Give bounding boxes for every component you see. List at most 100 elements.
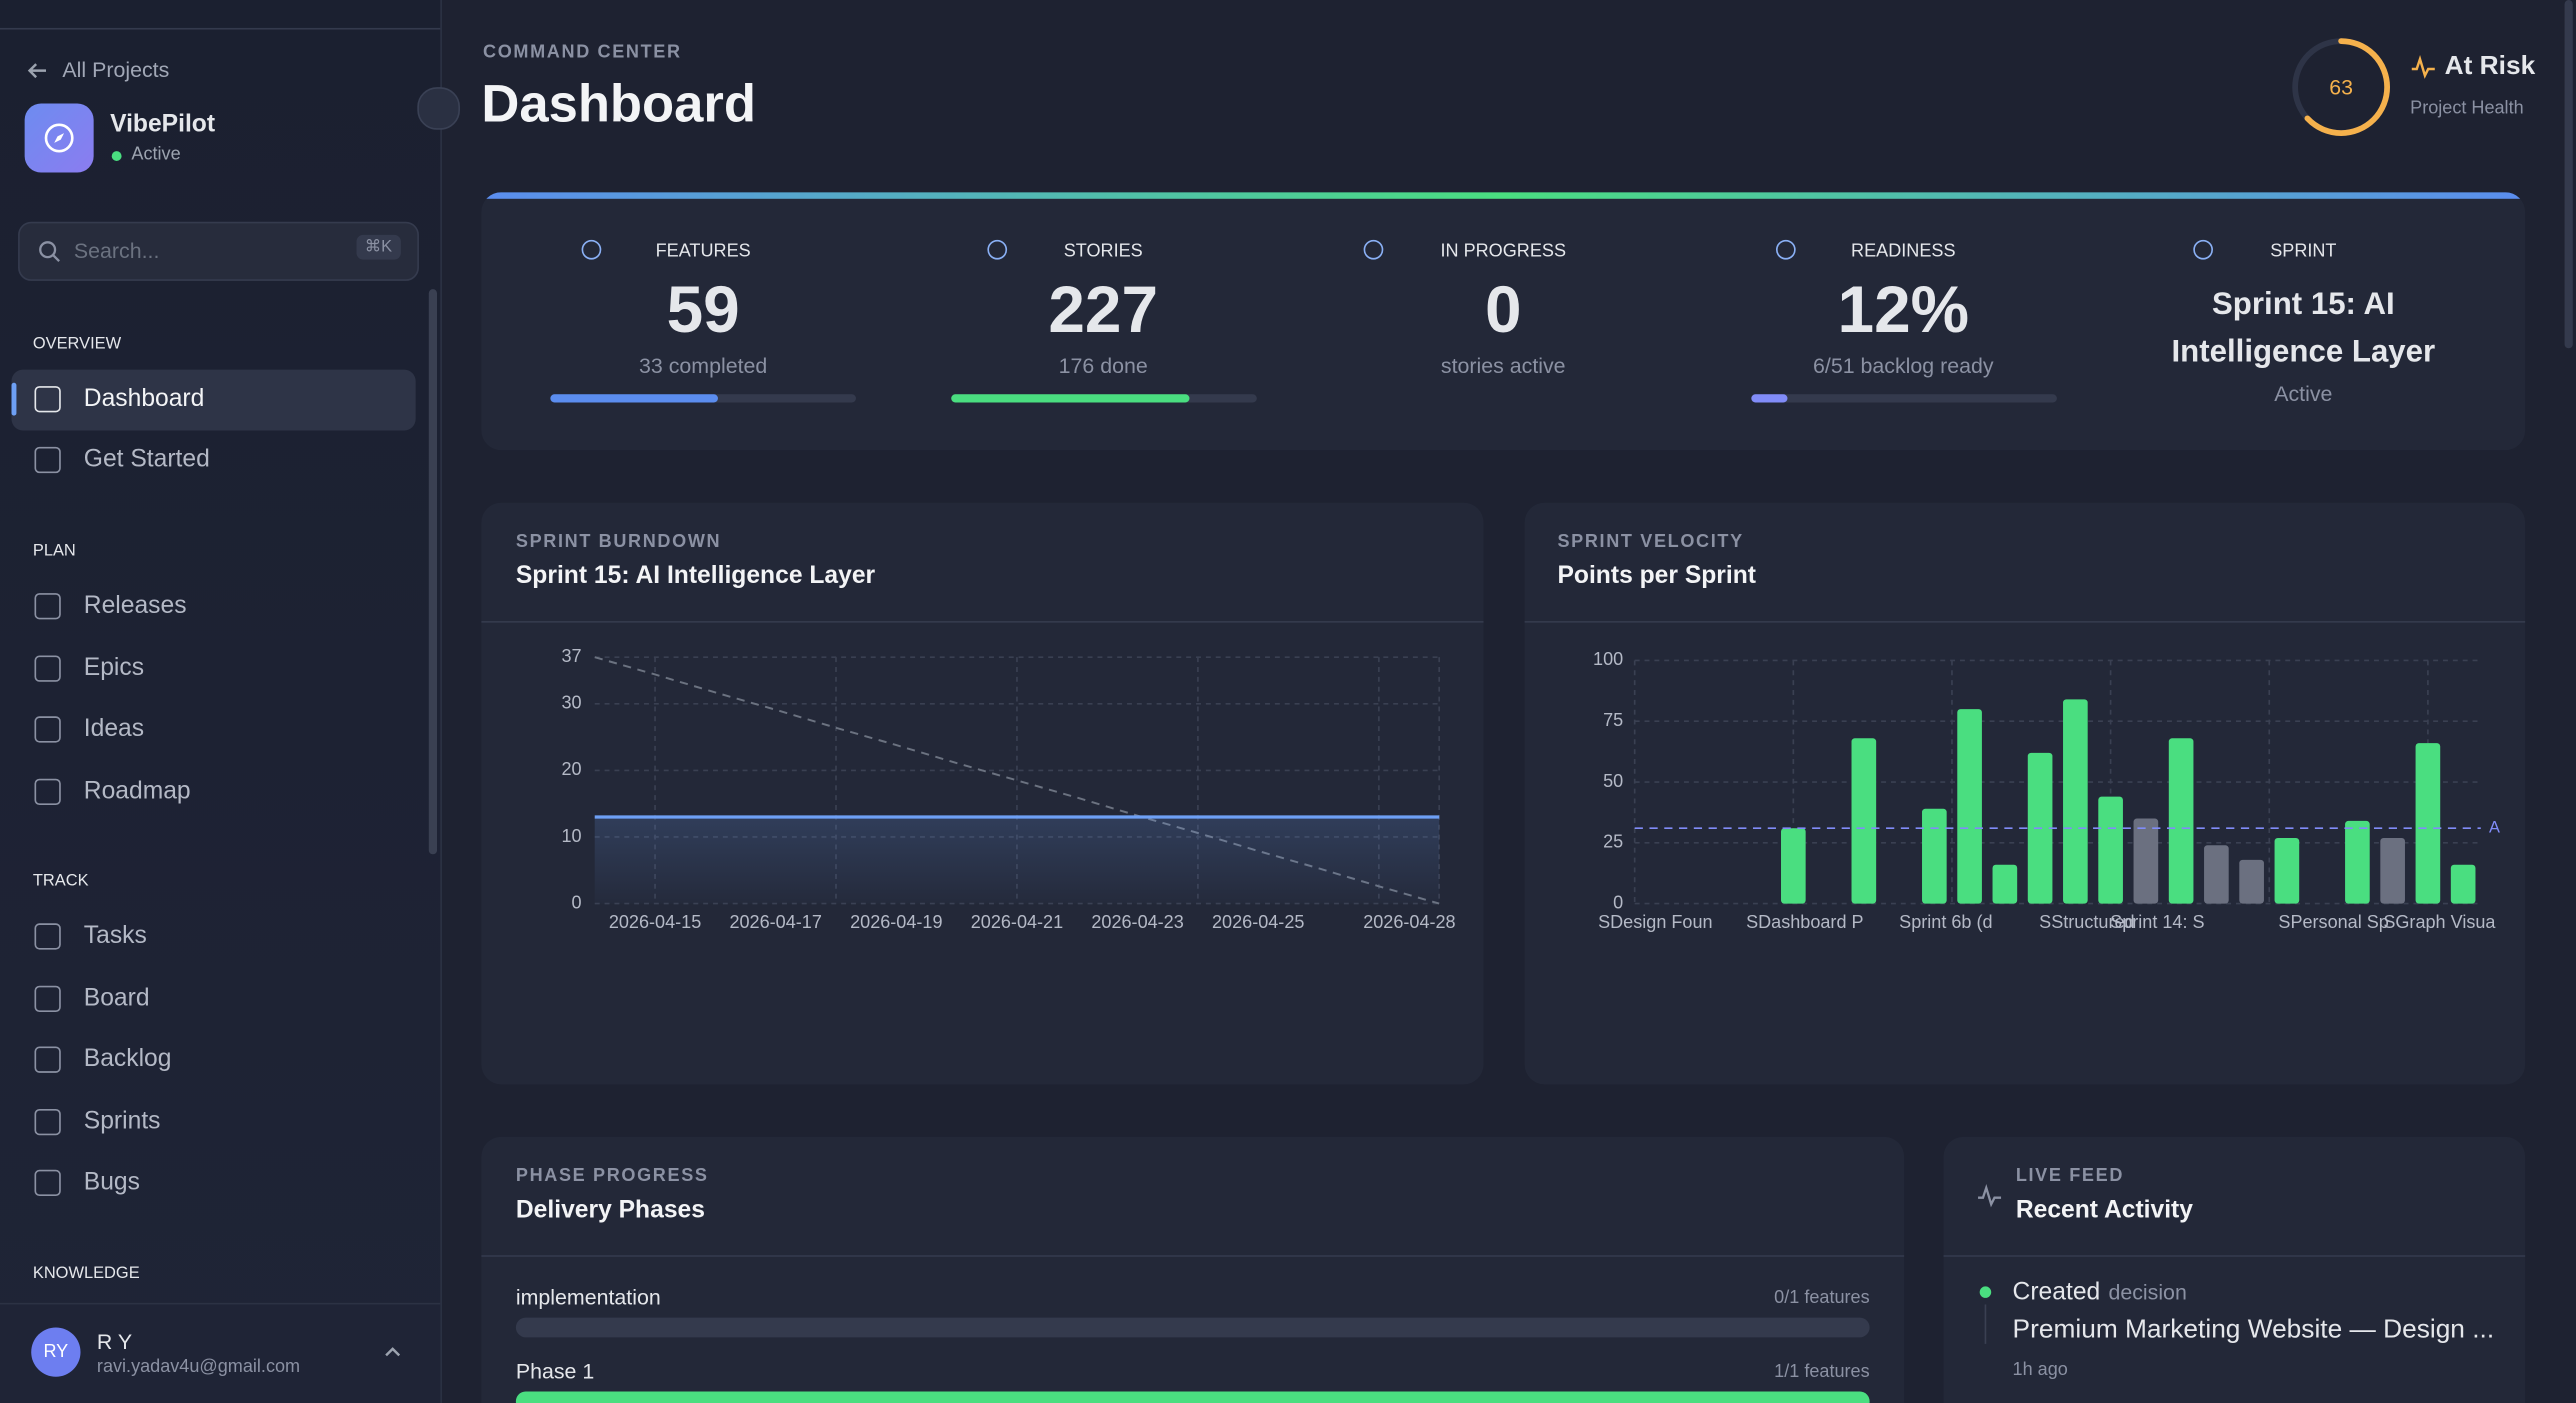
bar [2450, 864, 2476, 904]
nav-item[interactable]: Roadmap [83, 776, 191, 805]
compass-icon [44, 123, 74, 153]
eyebrow: SPRINT VELOCITY [1557, 532, 1744, 553]
project-name: VibePilot [110, 110, 216, 139]
tick-label: 0 [572, 892, 582, 912]
nav-item[interactable]: Backlog [83, 1045, 172, 1074]
tick-label: 100 [1593, 649, 1623, 669]
tick-label: 0 [1613, 892, 1623, 912]
eyebrow: COMMAND CENTER [483, 42, 682, 63]
nav-item[interactable]: Dashboard [83, 384, 205, 413]
eyebrow: PHASE PROGRESS [515, 1166, 709, 1187]
phase-name: implementation [515, 1284, 661, 1310]
shortcut-hint: ⌘K [356, 234, 401, 260]
nav: OVERVIEW Dashboard Get Started PLAN Releases… [0, 0, 440, 1303]
card-title: Sprint 15: AI Intelligence Layer [515, 561, 876, 590]
stat-value: 227 [1048, 274, 1159, 347]
nav-icon [34, 386, 61, 413]
status-dot [111, 151, 122, 162]
bar [2345, 820, 2370, 904]
tick-label: SStructured [2039, 912, 2134, 932]
bar [2415, 743, 2441, 904]
feed-time: 1h ago [2012, 1360, 2068, 1381]
back-link[interactable]: All Projects [62, 57, 170, 83]
bar [1922, 808, 1947, 904]
stat-sub: 176 done [1058, 353, 1148, 378]
bar [2380, 837, 2405, 904]
feed-action: Created [2012, 1278, 2101, 1307]
tick-label: 75 [1603, 710, 1623, 730]
bar [2204, 845, 2229, 904]
nav-icon [34, 1046, 61, 1074]
tick-label: 2026-04-15 [609, 912, 701, 932]
back-icon [27, 63, 47, 79]
progress-fill [950, 394, 1189, 403]
stats-card [481, 192, 2526, 451]
tick-label: 20 [561, 759, 581, 779]
avatar: RY [31, 1327, 81, 1377]
card-title: Points per Sprint [1557, 561, 1757, 590]
divider [481, 621, 1484, 623]
health-ring: 63 [2292, 38, 2391, 136]
stat-value: 12% [1837, 274, 1970, 347]
phase-count: 0/1 features [1774, 1288, 1870, 1308]
bar [2274, 837, 2300, 904]
nav-icon [34, 716, 61, 743]
section-title: OVERVIEW [32, 335, 122, 354]
project-status: Active [131, 144, 181, 165]
nav-item[interactable]: Get Started [83, 445, 210, 474]
nav-icon [34, 1108, 61, 1135]
collapse-button[interactable] [417, 87, 461, 130]
active-bg [11, 369, 416, 431]
nav-item[interactable]: Board [83, 983, 150, 1012]
health-status: At Risk [2444, 52, 2536, 81]
divider [1524, 621, 2526, 623]
feed-type: decision [2108, 1279, 2187, 1305]
tick-label: Sprint 6b (d [1899, 912, 1992, 932]
progress-fill [515, 1391, 1870, 1403]
activity-icon [1978, 1184, 2002, 1208]
search-placeholder: Search... [73, 238, 160, 263]
progress-fill [1750, 394, 1788, 403]
nav-item[interactable]: Releases [83, 591, 187, 620]
tick-label: 10 [561, 826, 581, 846]
nav-item[interactable]: Tasks [83, 922, 147, 951]
tick-label: 2026-04-21 [971, 912, 1063, 932]
progress-track [515, 1317, 1870, 1338]
feed-title[interactable]: Premium Marketing Website — Design ... [2012, 1315, 2495, 1344]
nav-icon [34, 985, 61, 1012]
average-label: A [2489, 819, 2500, 837]
card-title: Delivery Phases [515, 1196, 705, 1224]
stat-sub: 33 completed [639, 353, 768, 378]
progress-fill [550, 394, 719, 403]
stat-sub: stories active [1440, 353, 1566, 378]
tick-label: Sprint 14: S [2110, 912, 2204, 932]
bar [2133, 818, 2159, 904]
nav-item[interactable]: Epics [83, 653, 145, 682]
stat-sub: 6/51 backlog ready [1813, 353, 1994, 378]
bar [2098, 796, 2123, 904]
nav-item[interactable]: Ideas [83, 714, 145, 743]
bar [2168, 738, 2194, 904]
bar [1851, 738, 1877, 904]
tick-label: 25 [1603, 832, 1623, 852]
page-title: Dashboard [481, 73, 756, 134]
search-box[interactable] [18, 221, 419, 281]
tick-label: 2026-04-28 [1363, 912, 1455, 932]
section-title: PLAN [32, 542, 76, 561]
nav-item[interactable]: Sprints [83, 1106, 161, 1135]
stat-icon [2193, 239, 2214, 260]
progress-track [1750, 394, 2057, 403]
phase-card [481, 1136, 1905, 1403]
tick-label: SPersonal Sp [2278, 912, 2388, 932]
stat-icon [987, 239, 1008, 260]
divider [481, 1255, 1905, 1257]
user-name: R Y [96, 1329, 133, 1354]
ring-score: 63 [2329, 75, 2353, 99]
ring-arc [2292, 38, 2391, 136]
tick-label: 50 [1603, 771, 1623, 791]
feed-dot [1979, 1286, 1992, 1298]
stat-label: READINESS [1851, 241, 1956, 262]
nav-item[interactable]: Bugs [83, 1168, 140, 1197]
